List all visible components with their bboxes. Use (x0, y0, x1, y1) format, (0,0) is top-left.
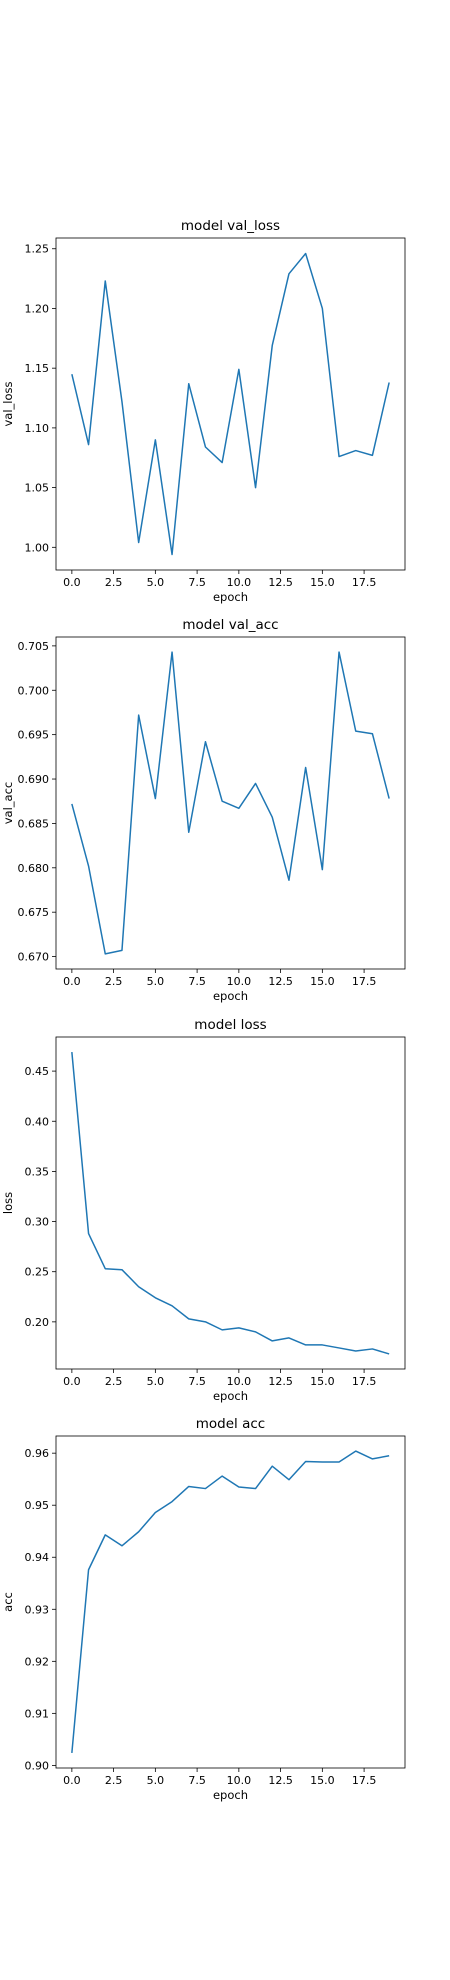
x-tick-label: 17.5 (352, 1774, 377, 1787)
x-tick-label: 7.5 (188, 975, 206, 988)
y-tick-label: 0.695 (18, 729, 50, 742)
y-tick-label: 1.00 (25, 541, 50, 554)
y-tick-label: 0.680 (18, 862, 50, 875)
x-tick-label: 10.0 (227, 576, 252, 589)
chart-title: model val_loss (181, 218, 280, 234)
y-axis-label: val_loss (1, 381, 15, 426)
x-tick-label: 12.5 (268, 1375, 293, 1388)
y-tick-label: 0.20 (25, 1316, 50, 1329)
x-tick-label: 12.5 (268, 576, 293, 589)
y-tick-label: 0.35 (25, 1165, 50, 1178)
y-tick-label: 0.91 (25, 1707, 50, 1720)
y-tick-label: 0.25 (25, 1266, 50, 1279)
x-tick-label: 2.5 (105, 576, 123, 589)
series-line (72, 1451, 389, 1753)
axes-frame (56, 1436, 405, 1768)
y-tick-label: 1.10 (25, 422, 50, 435)
x-tick-label: 0.0 (63, 975, 81, 988)
y-axis-label: acc (1, 1592, 15, 1612)
x-tick-label: 5.0 (147, 975, 165, 988)
x-tick-label: 7.5 (188, 1375, 206, 1388)
series-line (72, 254, 389, 555)
chart-panel-1: 0.0 2.5 5.0 7.5 10.0 12.5 15.0 17.5 0.670 0.675 0.… (1, 617, 405, 1003)
y-tick-label: 0.700 (18, 684, 50, 697)
x-tick-label: 7.5 (188, 1774, 206, 1787)
x-tick-label: 15.0 (310, 576, 335, 589)
x-tick-label: 17.5 (352, 576, 377, 589)
axes-frame (56, 1037, 405, 1369)
chart-panel-3: 0.0 2.5 5.0 7.5 10.0 12.5 15.0 17.5 0.90 0.91 0.92… (1, 1416, 405, 1802)
y-tick-label: 0.96 (25, 1447, 50, 1460)
series-line (72, 652, 389, 954)
x-tick-label: 15.0 (310, 1375, 335, 1388)
x-tick-label: 15.0 (310, 1774, 335, 1787)
x-tick-label: 12.5 (268, 975, 293, 988)
x-tick-label: 17.5 (352, 1375, 377, 1388)
y-tick-label: 1.05 (25, 482, 50, 495)
x-tick-label: 17.5 (352, 975, 377, 988)
x-tick-label: 2.5 (105, 975, 123, 988)
y-tick-label: 0.30 (25, 1216, 50, 1229)
chart-panel-2: 0.0 2.5 5.0 7.5 10.0 12.5 15.0 17.5 0.20 0.25 0.30… (1, 1017, 405, 1403)
x-tick-label: 5.0 (147, 1375, 165, 1388)
x-axis-label: epoch (213, 989, 248, 1003)
x-tick-label: 5.0 (147, 576, 165, 589)
y-tick-label: 0.675 (18, 906, 50, 919)
y-tick-label: 1.20 (25, 302, 50, 315)
x-tick-label: 7.5 (188, 576, 206, 589)
y-axis-label: loss (1, 1192, 15, 1214)
y-tick-label: 0.90 (25, 1759, 50, 1772)
y-tick-label: 0.45 (25, 1065, 50, 1078)
x-axis-label: epoch (213, 590, 248, 604)
y-tick-label: 0.670 (18, 951, 50, 964)
chart-title: model loss (194, 1017, 266, 1033)
x-axis-label: epoch (213, 1788, 248, 1802)
x-tick-label: 2.5 (105, 1774, 123, 1787)
x-tick-label: 12.5 (268, 1774, 293, 1787)
x-axis-label: epoch (213, 1389, 248, 1403)
x-tick-label: 0.0 (63, 1774, 81, 1787)
y-tick-label: 1.25 (25, 243, 50, 256)
x-tick-label: 0.0 (63, 1375, 81, 1388)
y-tick-label: 0.93 (25, 1603, 50, 1616)
y-tick-label: 0.690 (18, 773, 50, 786)
x-tick-label: 10.0 (227, 1375, 252, 1388)
axes-frame (56, 238, 405, 570)
x-tick-label: 10.0 (227, 1774, 252, 1787)
chart-title: model val_acc (182, 617, 278, 633)
axes-frame (56, 637, 405, 969)
x-tick-label: 0.0 (63, 576, 81, 589)
series-line (72, 1052, 389, 1354)
y-tick-label: 0.705 (18, 640, 50, 653)
y-tick-label: 0.685 (18, 817, 50, 830)
x-tick-label: 5.0 (147, 1774, 165, 1787)
y-tick-label: 0.92 (25, 1655, 50, 1668)
x-tick-label: 10.0 (227, 975, 252, 988)
y-tick-label: 0.40 (25, 1115, 50, 1128)
chart-panel-0: 0.0 2.5 5.0 7.5 10.0 12.5 15.0 17.5 1.00 1.05 1.10… (1, 218, 405, 604)
y-tick-label: 0.95 (25, 1499, 50, 1512)
y-tick-label: 0.94 (25, 1551, 50, 1564)
x-tick-label: 2.5 (105, 1375, 123, 1388)
y-axis-label: val_acc (1, 782, 15, 825)
y-tick-label: 1.15 (25, 362, 50, 375)
chart-title: model acc (196, 1416, 265, 1432)
x-tick-label: 15.0 (310, 975, 335, 988)
